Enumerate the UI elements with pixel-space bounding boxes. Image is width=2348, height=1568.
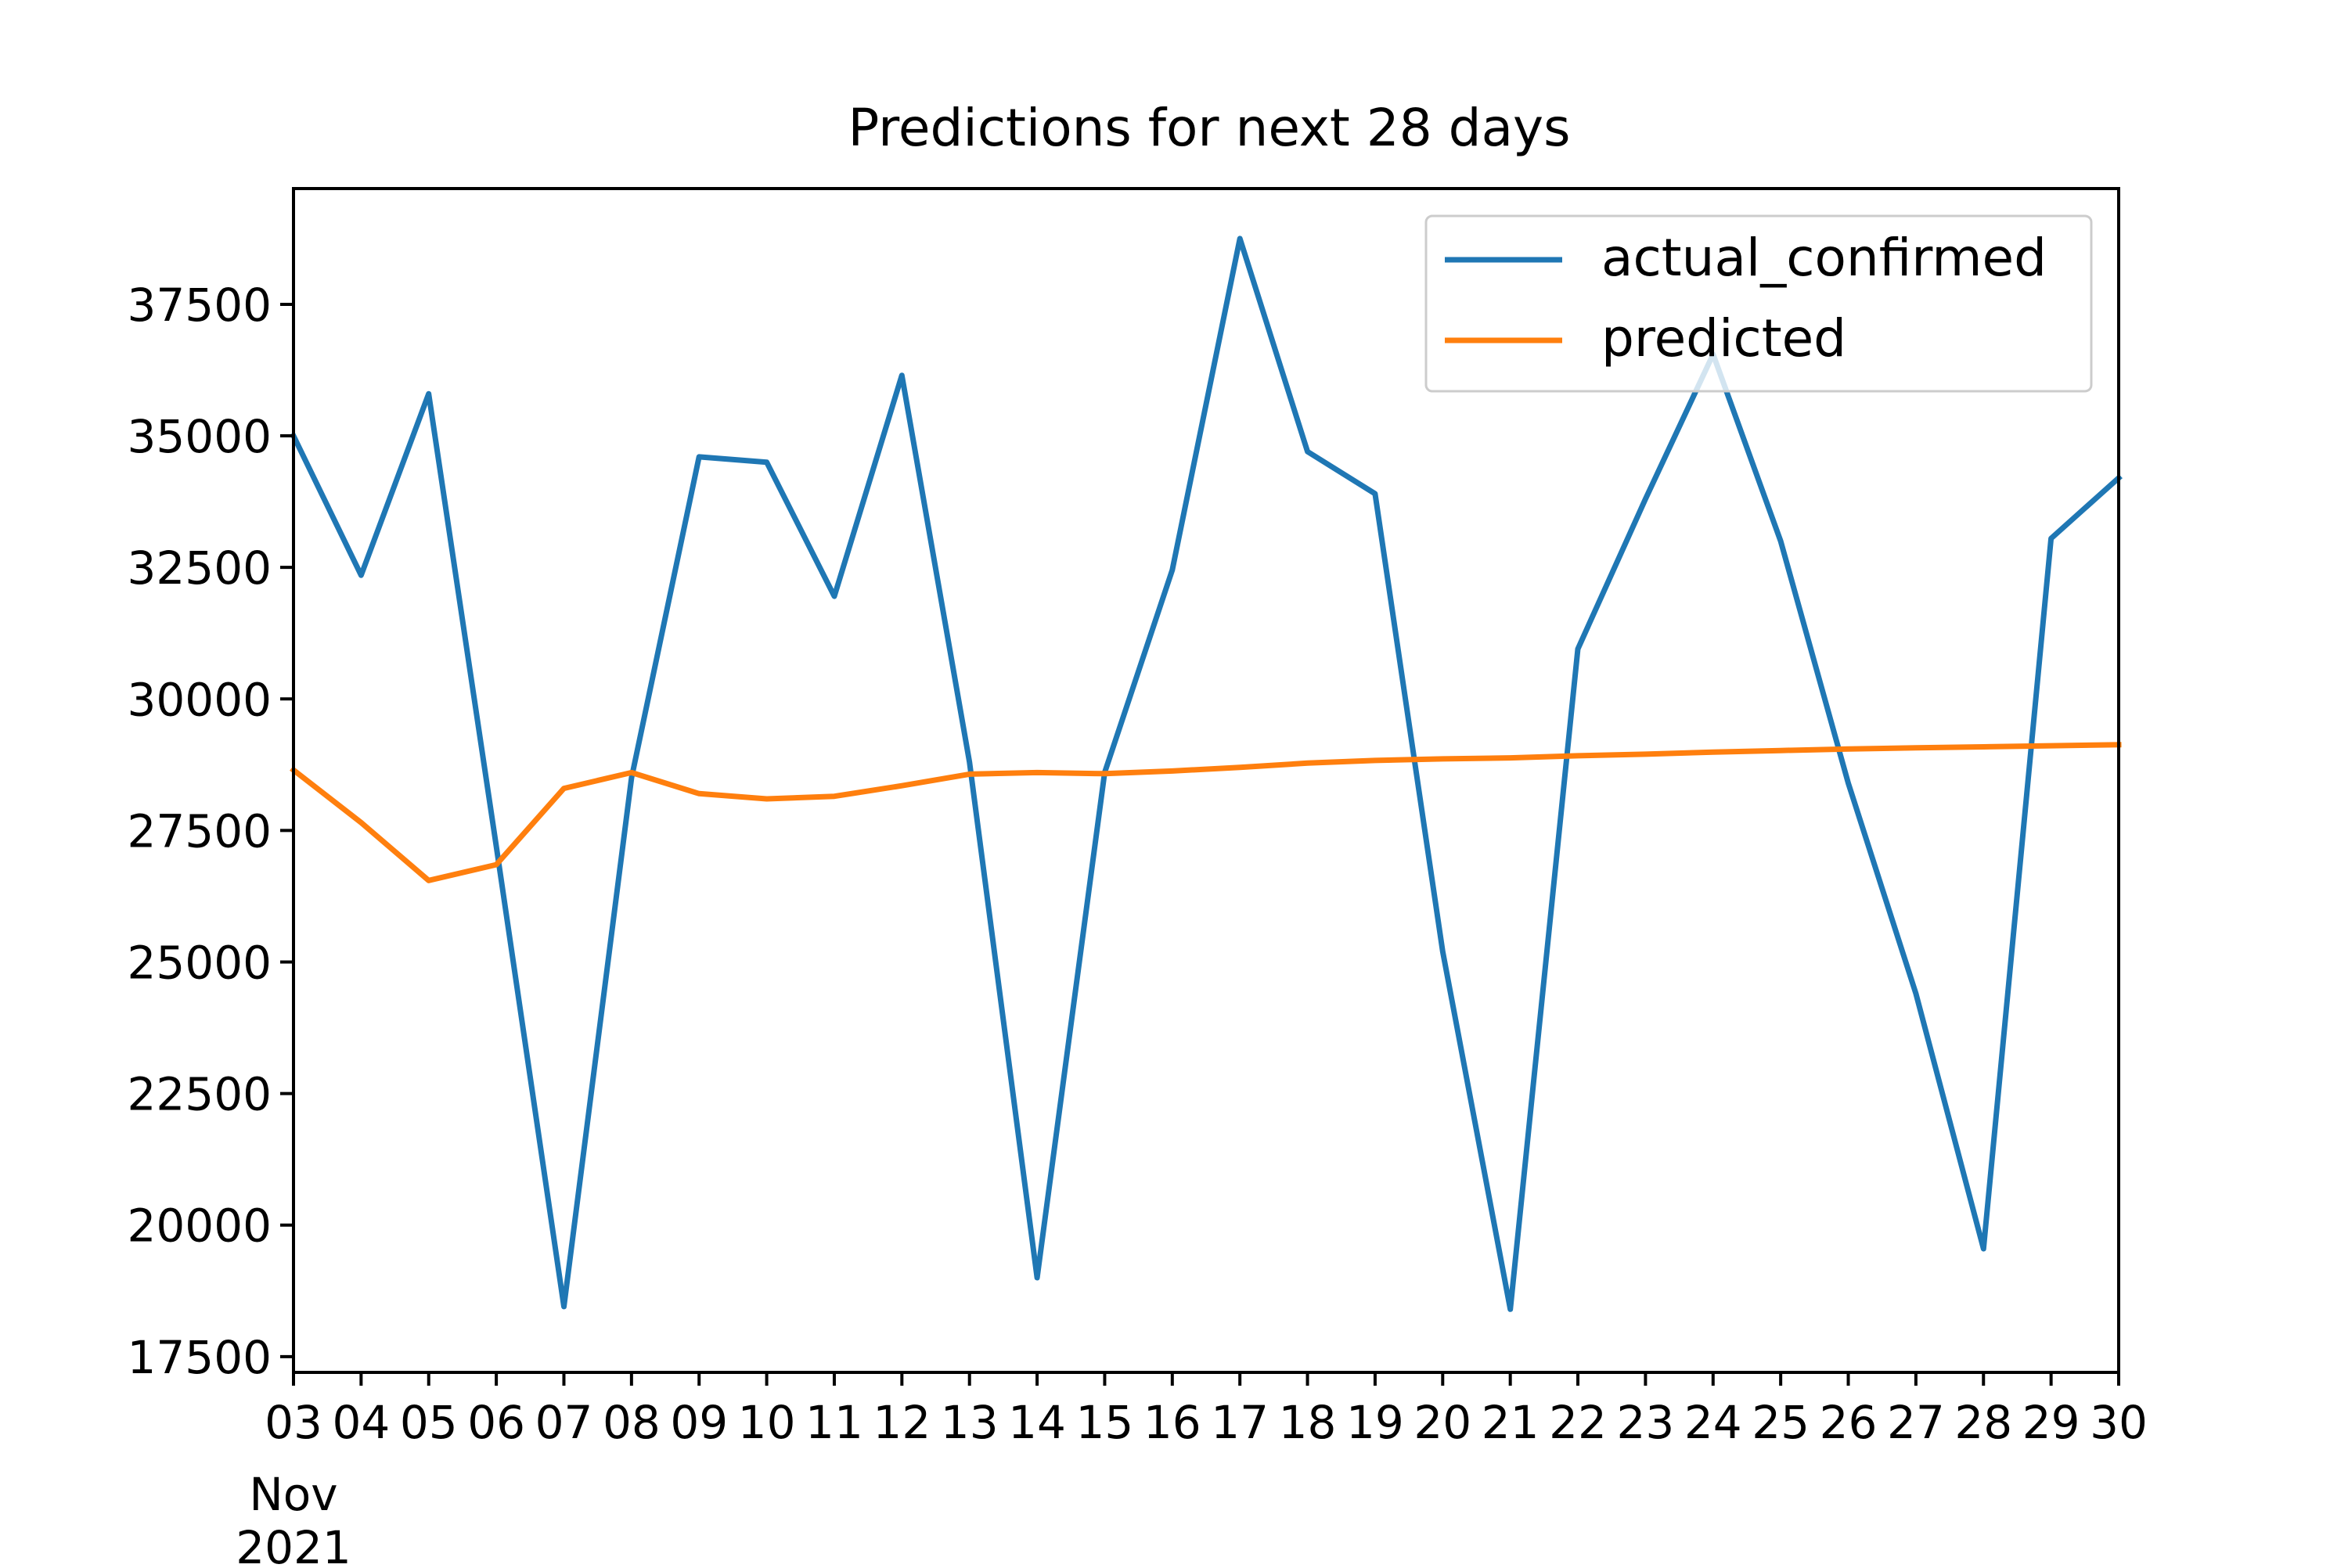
y-tick-label-27500: 27500 [127, 804, 272, 858]
x-tick-label-04: 04 [332, 1396, 390, 1449]
x-tick-label-19: 19 [1346, 1396, 1404, 1449]
x-tick-label-12: 12 [873, 1396, 931, 1449]
x-tick-label-22: 22 [1549, 1396, 1607, 1449]
x-tick-label-25: 25 [1752, 1396, 1810, 1449]
y-axis: 17500 20000 22500 25000 27500 30000 32500 35000… [127, 279, 294, 1384]
x-tick-label-21: 21 [1482, 1396, 1540, 1449]
x-tick-label-14: 14 [1008, 1396, 1066, 1449]
series-line-actual-confirmed [294, 239, 2119, 1309]
y-tick-label-32500: 32500 [127, 541, 272, 595]
x-tick-label-06: 06 [467, 1396, 525, 1449]
chart-title: Predictions for next 28 days [848, 98, 1571, 158]
x-tick-label-28: 28 [1954, 1396, 2012, 1449]
legend-label-predicted: predicted [1601, 308, 1846, 369]
x-tick-label-16: 16 [1143, 1396, 1201, 1449]
x-tick-label-20: 20 [1413, 1396, 1471, 1449]
x-tick-label-17: 17 [1211, 1396, 1269, 1449]
x-tick-label-23: 23 [1617, 1396, 1675, 1449]
x-tick-label-26: 26 [1820, 1396, 1878, 1449]
x-tick-label-15: 15 [1076, 1396, 1134, 1449]
y-tick-label-22500: 22500 [127, 1068, 272, 1121]
x-tick-label-13: 13 [941, 1396, 999, 1449]
x-axis-year-label: 2021 [236, 1521, 351, 1565]
y-tick-label-25000: 25000 [127, 936, 272, 989]
y-tick-label-37500: 37500 [127, 279, 272, 332]
x-tick-label-09: 09 [670, 1396, 728, 1449]
legend: actual_confirmed predicted [1426, 216, 2091, 391]
series-layer [294, 239, 2119, 1310]
x-tick-label-24: 24 [1684, 1396, 1742, 1449]
y-tick-label-20000: 20000 [127, 1199, 272, 1253]
x-tick-label-10: 10 [738, 1396, 796, 1449]
x-tick-label-11: 11 [805, 1396, 863, 1449]
y-tick-label-30000: 30000 [127, 673, 272, 726]
legend-label-actual-confirmed: actual_confirmed [1601, 228, 2047, 288]
x-tick-label-30: 30 [2090, 1396, 2148, 1449]
x-tick-label-05: 05 [400, 1396, 458, 1449]
x-tick-label-08: 08 [603, 1396, 661, 1449]
x-tick-label-18: 18 [1279, 1396, 1337, 1449]
x-tick-label-29: 29 [2022, 1396, 2080, 1449]
x-axis-month-label: Nov [249, 1468, 337, 1521]
y-tick-label-35000: 35000 [127, 410, 272, 463]
y-tick-label-17500: 17500 [127, 1331, 272, 1384]
x-tick-label-03: 03 [265, 1396, 322, 1449]
x-tick-label-27: 27 [1887, 1396, 1945, 1449]
x-tick-label-07: 07 [535, 1396, 593, 1449]
